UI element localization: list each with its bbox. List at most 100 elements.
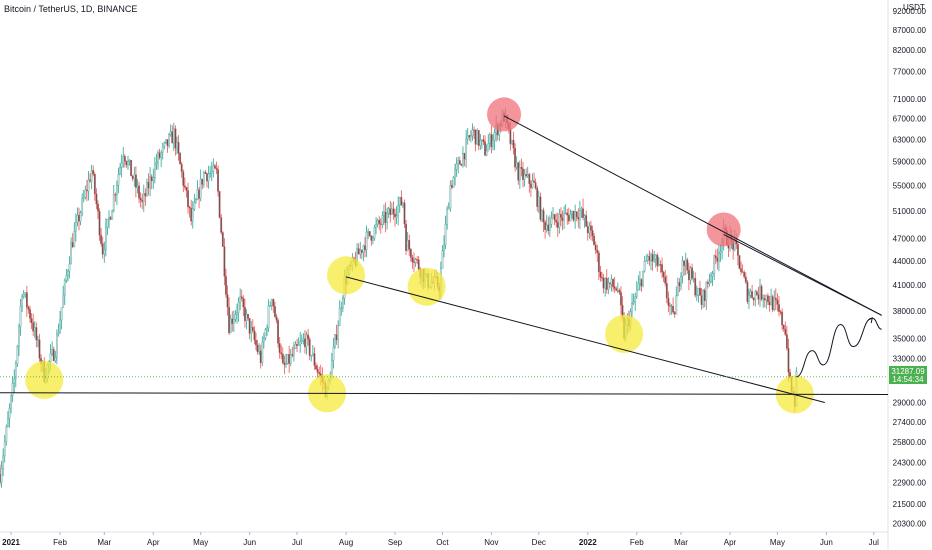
candle-body bbox=[487, 143, 490, 152]
candle-body bbox=[384, 211, 387, 223]
x-tick-label: Apr bbox=[147, 538, 160, 547]
y-tick-label: 21500.00 bbox=[893, 500, 927, 509]
y-tick-label: 63000.00 bbox=[893, 135, 927, 144]
candle-body bbox=[117, 174, 120, 186]
candle-body bbox=[686, 259, 689, 271]
candle-body bbox=[204, 172, 207, 174]
candle-body bbox=[207, 173, 210, 182]
candle-body bbox=[116, 185, 118, 195]
candle-body bbox=[70, 242, 73, 265]
candle-body bbox=[405, 223, 407, 251]
candle-body bbox=[209, 172, 212, 175]
candle-body bbox=[71, 242, 74, 248]
candle-body bbox=[669, 305, 671, 307]
candle-body bbox=[185, 187, 188, 191]
y-tick-label: 22900.00 bbox=[893, 479, 927, 488]
trend-line bbox=[503, 115, 882, 316]
candle-body bbox=[25, 292, 28, 308]
candle-body bbox=[670, 305, 673, 308]
candle-body bbox=[752, 297, 755, 301]
y-tick-label: 41000.00 bbox=[893, 281, 927, 290]
x-tick-label: Jun bbox=[243, 538, 256, 547]
x-tick-label: Dec bbox=[532, 538, 546, 547]
candle-body bbox=[111, 210, 114, 220]
candle-body bbox=[270, 299, 273, 306]
candle-body bbox=[454, 169, 456, 178]
candle-body bbox=[202, 172, 205, 185]
candle-body bbox=[449, 185, 452, 209]
candle-body bbox=[37, 339, 39, 341]
y-tick-label: 47000.00 bbox=[893, 235, 927, 244]
candle-body bbox=[386, 213, 389, 223]
candle-body bbox=[648, 256, 651, 261]
candle-body bbox=[632, 301, 635, 304]
candle-body bbox=[97, 203, 99, 212]
candle-body bbox=[244, 307, 246, 322]
candle-body bbox=[699, 287, 701, 296]
candle-body bbox=[692, 278, 695, 280]
candle-body bbox=[784, 328, 787, 335]
candle-body bbox=[0, 473, 1, 483]
candle-body bbox=[695, 294, 698, 296]
candle-body bbox=[755, 291, 758, 295]
candle-body bbox=[583, 215, 586, 218]
candle-body bbox=[462, 153, 464, 166]
candle-body bbox=[166, 139, 169, 146]
candle-body bbox=[719, 251, 722, 254]
candle-body bbox=[560, 213, 562, 218]
price-badge-price: 31287.09 bbox=[891, 367, 925, 376]
candle-body bbox=[340, 307, 343, 309]
candle-body bbox=[718, 253, 720, 262]
candle-body bbox=[125, 161, 128, 166]
candle-body bbox=[183, 185, 186, 188]
candle-body bbox=[89, 179, 91, 182]
candle-body bbox=[607, 282, 610, 290]
candle-body bbox=[0, 468, 3, 483]
candle-body bbox=[511, 140, 513, 144]
candle-body bbox=[479, 140, 482, 146]
candle-body bbox=[101, 243, 104, 255]
candle-body bbox=[635, 289, 638, 297]
candle-body bbox=[556, 222, 559, 228]
candle-body bbox=[253, 330, 256, 341]
candle-body bbox=[593, 235, 596, 246]
candle-body bbox=[63, 280, 66, 296]
candle-body bbox=[662, 272, 665, 278]
candle-body bbox=[402, 202, 404, 206]
candle-body bbox=[781, 311, 784, 326]
candle-body bbox=[3, 441, 6, 457]
candle-body bbox=[555, 219, 558, 223]
candle-body bbox=[564, 212, 567, 214]
candle-body bbox=[188, 206, 191, 209]
candle-body bbox=[169, 131, 172, 135]
candle-body bbox=[567, 214, 570, 222]
candle-body bbox=[744, 276, 747, 283]
x-tick-label: 2022 bbox=[579, 538, 597, 547]
candle-body bbox=[485, 150, 488, 156]
candle-body bbox=[778, 304, 780, 312]
candle-body bbox=[19, 306, 22, 327]
candle-body bbox=[708, 281, 711, 284]
candle-body bbox=[714, 255, 717, 259]
candle-body bbox=[509, 128, 512, 144]
candle-body bbox=[82, 197, 85, 199]
candle-body bbox=[469, 135, 472, 138]
candle-body bbox=[18, 326, 20, 347]
candle-body bbox=[177, 142, 180, 154]
candle-body bbox=[318, 371, 321, 374]
candle-body bbox=[232, 319, 235, 324]
x-tick-label: Mar bbox=[674, 538, 688, 547]
resistance-highlight bbox=[487, 97, 522, 132]
candle-body bbox=[144, 193, 147, 197]
candle-body bbox=[444, 223, 447, 246]
candle-body bbox=[533, 180, 535, 183]
candle-body bbox=[14, 363, 17, 379]
candle-body bbox=[59, 319, 61, 333]
candle-body bbox=[334, 334, 336, 348]
candle-body bbox=[654, 254, 657, 260]
candle-body bbox=[338, 307, 341, 326]
candle-body bbox=[280, 352, 283, 355]
candle-body bbox=[60, 307, 63, 321]
x-axis-ticks: 2021 Feb Mar Apr May Jun Jul Aug Sep Oct Nov Dec 202… bbox=[2, 532, 879, 547]
